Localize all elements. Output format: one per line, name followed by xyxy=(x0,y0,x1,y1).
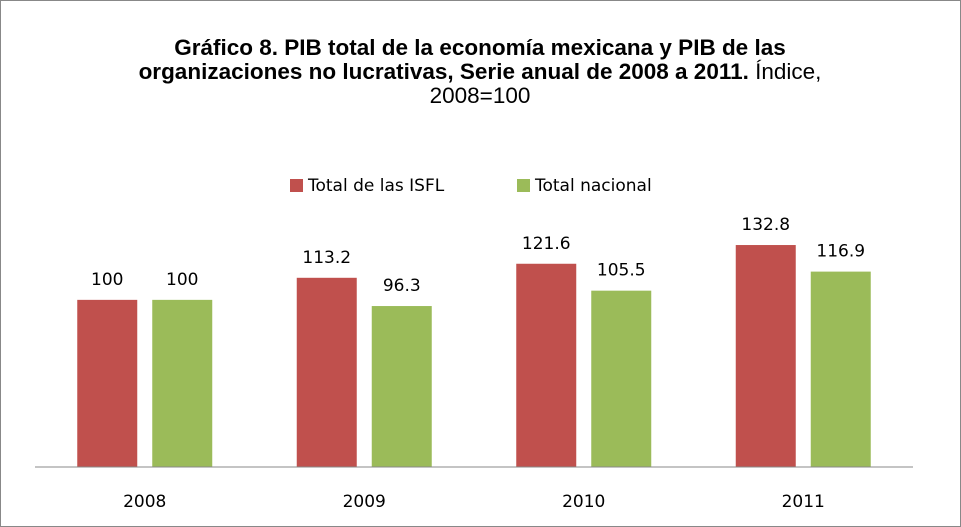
bar xyxy=(152,299,213,467)
value-label: 100 xyxy=(91,270,123,290)
x-tick-label: 2011 xyxy=(782,492,825,512)
legend-swatch xyxy=(290,179,303,192)
x-tick-label: 2009 xyxy=(343,492,386,512)
legend-label: Total de las ISFL xyxy=(307,176,445,196)
bar xyxy=(735,245,796,467)
bar xyxy=(810,271,871,467)
chart-subtitle: Índice, 2008=100 xyxy=(429,59,822,108)
value-label: 96.3 xyxy=(383,276,421,296)
value-label: 116.9 xyxy=(816,242,865,262)
x-tick-label: 2008 xyxy=(123,492,166,512)
x-tick-label: 2010 xyxy=(562,492,605,512)
value-label: 121.6 xyxy=(522,234,571,254)
legend-label: Total nacional xyxy=(534,176,652,196)
bar xyxy=(371,306,432,467)
legend-swatch xyxy=(517,179,530,192)
bar xyxy=(516,263,577,467)
title-block: Gráfico 8. PIB total de la economía mexi… xyxy=(100,36,860,108)
bar xyxy=(296,277,357,467)
bar xyxy=(591,290,652,467)
bar xyxy=(77,299,138,467)
value-label: 105.5 xyxy=(597,261,646,281)
value-label: 113.2 xyxy=(302,248,351,268)
value-label: 132.8 xyxy=(741,215,790,235)
value-label: 100 xyxy=(166,270,198,290)
chart-title: Gráfico 8. PIB total de la economía mexi… xyxy=(138,35,786,84)
